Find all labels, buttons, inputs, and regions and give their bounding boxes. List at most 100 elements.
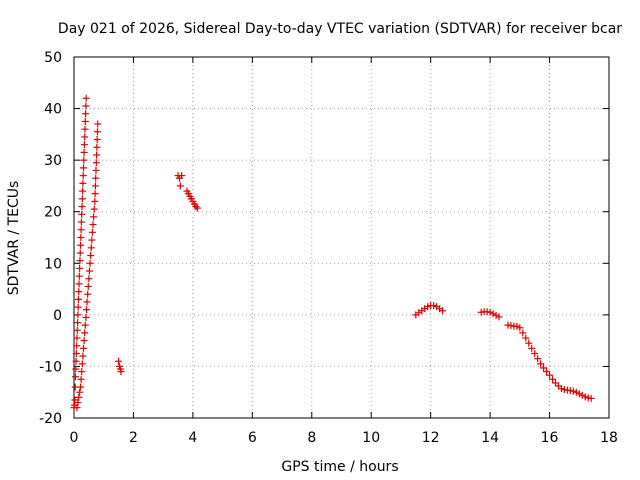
data-point [543, 368, 551, 376]
data-point [88, 236, 96, 244]
data-point [522, 334, 530, 342]
data-point [82, 102, 90, 110]
data-point [92, 166, 100, 174]
data-point [519, 329, 527, 337]
data-point [92, 159, 100, 167]
axis-ticks: 0 2 4 6 8 10 12 14 16 18 -20 -10 0 10 20 30 40 50 [39, 50, 618, 446]
data-point [94, 120, 102, 128]
data-point [88, 228, 96, 236]
data-point [81, 329, 89, 337]
data-point [83, 298, 91, 306]
chart-title: Day 021 of 2026, Sidereal Day-to-day VTE… [58, 21, 622, 37]
plot-frame [73, 56, 610, 419]
data-point [79, 179, 87, 187]
data-point [73, 334, 81, 342]
data-point [77, 226, 85, 234]
data-point [93, 128, 101, 136]
data-point [80, 141, 88, 149]
data-point [569, 387, 577, 395]
x-tick-label: 14 [481, 430, 499, 446]
data-point [578, 391, 586, 399]
data-point [74, 295, 82, 303]
data-point [78, 368, 86, 376]
data-point [77, 218, 85, 226]
data-point [79, 172, 87, 180]
data-point [74, 311, 82, 319]
data-point [495, 313, 503, 321]
data-point [72, 357, 80, 365]
data-point [546, 371, 554, 379]
data-point [82, 94, 90, 102]
data-point [76, 257, 84, 265]
x-tick-label: 8 [307, 430, 316, 446]
data-point [72, 350, 80, 358]
data-point [525, 339, 533, 347]
data-point [79, 187, 87, 195]
data-point [74, 303, 82, 311]
data-point [513, 322, 521, 330]
data-point [92, 174, 100, 182]
data-point [77, 241, 85, 249]
data-point [81, 321, 89, 329]
x-tick-label: 4 [188, 430, 197, 446]
data-point [81, 125, 89, 133]
data-point [77, 375, 85, 383]
data-point [93, 143, 101, 151]
data-point [75, 272, 83, 280]
x-tick-label: 0 [70, 430, 79, 446]
data-point [73, 404, 81, 412]
data-point [439, 307, 447, 315]
data-point [77, 234, 85, 241]
data-point [540, 364, 548, 372]
data-point [85, 267, 93, 275]
y-tick-label: -20 [39, 411, 62, 427]
data-point [193, 204, 201, 212]
data-points [70, 94, 595, 412]
x-tick-label: 10 [362, 430, 380, 446]
data-point [84, 290, 92, 298]
y-axis-label: SDTVAR / TECUs [6, 181, 22, 296]
data-point [87, 244, 95, 252]
data-point [86, 259, 94, 267]
data-point [80, 344, 88, 352]
data-point [71, 373, 79, 381]
data-point [534, 355, 542, 363]
data-point [74, 319, 82, 327]
data-point [430, 302, 438, 310]
x-tick-label: 6 [248, 430, 257, 446]
data-point [85, 275, 93, 283]
data-point [75, 288, 83, 296]
y-tick-label: 10 [44, 256, 62, 272]
data-point [82, 313, 90, 321]
x-tick-label: 18 [600, 430, 618, 446]
data-point [89, 221, 97, 229]
data-point [549, 375, 557, 383]
data-point [84, 282, 92, 290]
data-point [178, 172, 186, 180]
data-point [489, 310, 497, 318]
data-point [552, 379, 559, 387]
data-point [78, 360, 86, 368]
data-point [93, 136, 101, 144]
data-point [76, 388, 84, 396]
data-point [78, 195, 86, 203]
data-point [87, 252, 95, 260]
y-tick-label: 50 [44, 50, 62, 66]
data-point [572, 388, 580, 396]
data-point [74, 399, 82, 407]
y-tick-label: 0 [53, 308, 62, 324]
y-tick-label: 40 [44, 102, 62, 118]
grid [74, 57, 609, 418]
y-tick-label: -10 [39, 359, 62, 375]
data-point [90, 205, 98, 213]
data-point [78, 203, 86, 211]
data-point [531, 350, 539, 358]
data-point [81, 133, 89, 141]
data-point [79, 352, 87, 360]
data-point [192, 203, 200, 211]
data-point [73, 326, 81, 334]
y-tick-label: 30 [44, 153, 62, 169]
data-point [72, 365, 80, 373]
data-point [78, 210, 86, 218]
